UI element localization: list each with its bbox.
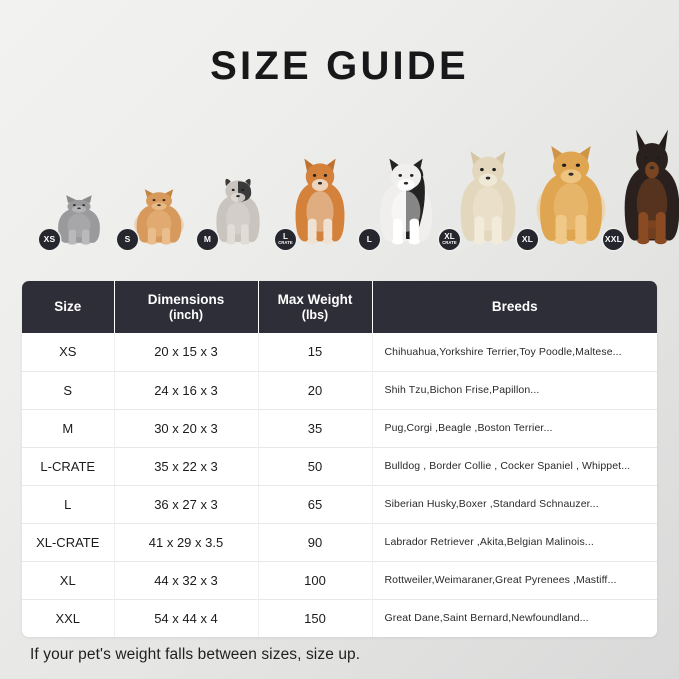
lineup-animal-l: L xyxy=(359,154,442,250)
cell-size: L xyxy=(22,484,114,523)
cell-size: M xyxy=(22,408,114,447)
cell-size: S xyxy=(22,370,114,409)
cell-breeds: Rottweiler,Weimaraner,Great Pyrenees ,Ma… xyxy=(371,560,657,599)
column-header-dimensions-label: Dimensions xyxy=(147,291,225,307)
column-header-dimensions-unit: (inch) xyxy=(168,307,204,322)
size-badge-label: L xyxy=(282,232,289,242)
cell-max-weight: 100 xyxy=(257,560,372,599)
table-row: M 30 x 20 x 3 35 Pug,Corgi ,Beagle ,Boston … xyxy=(22,408,657,447)
size-badge-l-crate: L CRATE xyxy=(275,229,296,250)
cell-max-weight: 90 xyxy=(257,522,372,561)
cell-dimensions: 35 x 22 x 3 xyxy=(113,446,258,485)
dog-labrador-illustration xyxy=(450,141,526,250)
cell-breeds: Chihuahua,Yorkshire Terrier,Toy Poodle,M… xyxy=(371,333,657,371)
table-header-row: Size Dimensions (inch) Max Weight (lbs) … xyxy=(22,281,657,333)
dog-doberman-illustration xyxy=(614,125,679,250)
cell-max-weight: 65 xyxy=(257,484,372,523)
cell-dimensions: 36 x 27 x 3 xyxy=(113,484,258,523)
size-badge-label: XL xyxy=(521,234,534,245)
cell-size: XL-CRATE xyxy=(22,522,114,561)
size-badge-m: M xyxy=(197,229,218,250)
page-title-container: SIZE GUIDE xyxy=(0,44,679,89)
cat-gray-illustration xyxy=(50,189,108,250)
cell-dimensions: 30 x 20 x 3 xyxy=(113,408,258,447)
size-table: Size Dimensions (inch) Max Weight (lbs) … xyxy=(22,281,657,637)
cell-dimensions: 44 x 32 x 3 xyxy=(113,560,258,599)
size-badge-label: S xyxy=(124,234,131,245)
lineup-animal-xxl: XXL xyxy=(603,129,679,250)
lineup-animal-m: M xyxy=(197,174,268,250)
footer-note: If your pet's weight falls between sizes… xyxy=(30,646,361,663)
size-badge-l: L xyxy=(359,229,380,250)
column-header-max-weight-unit: (lbs) xyxy=(301,307,329,322)
size-badge-sublabel: CRATE xyxy=(278,240,293,246)
table-row: S 24 x 16 x 3 20 Shih Tzu,Bichon Frise,Papi… xyxy=(22,370,657,409)
animal-size-lineup: XS S M L CRATE L XL CRATE XL XXL xyxy=(22,120,679,250)
size-badge-xl: XL xyxy=(517,229,538,250)
table-body: XS 20 x 15 x 3 15 Chihuahua,Yorkshire Terri… xyxy=(22,333,657,637)
column-header-dimensions: Dimensions (inch) xyxy=(113,281,258,333)
lineup-animal-s: S xyxy=(117,188,190,250)
table-head: Size Dimensions (inch) Max Weight (lbs) … xyxy=(22,281,657,333)
size-table-card: Size Dimensions (inch) Max Weight (lbs) … xyxy=(22,281,657,637)
cell-max-weight: 15 xyxy=(257,333,372,371)
table-row: XS 20 x 15 x 3 15 Chihuahua,Yorkshire Terri… xyxy=(22,333,657,371)
cell-max-weight: 150 xyxy=(257,598,372,637)
size-badge-xl-crate: XL CRATE xyxy=(439,229,460,250)
column-header-max-weight-label: Max Weight xyxy=(277,291,353,307)
lineup-animal-xs: XS xyxy=(39,194,108,250)
table-row: L 36 x 27 x 3 65 Siberian Husky,Boxer ,Stan… xyxy=(22,484,657,523)
size-badge-label: XS xyxy=(43,234,56,245)
size-badge-label: M xyxy=(203,234,212,245)
dog-shiba-inu-illustration xyxy=(286,149,354,250)
cell-size: L-CRATE xyxy=(22,446,114,485)
cell-breeds: Pug,Corgi ,Beagle ,Boston Terrier... xyxy=(371,408,657,447)
cell-dimensions: 24 x 16 x 3 xyxy=(113,370,258,409)
size-badge-s: S xyxy=(117,229,138,250)
dog-golden-retriever-illustration xyxy=(528,135,614,250)
column-header-size: Size xyxy=(22,281,114,333)
table-row: XXL 54 x 44 x 4 150 Great Dane,Saint Bernar… xyxy=(22,598,657,637)
cell-size: XS xyxy=(22,333,114,371)
cell-max-weight: 50 xyxy=(257,446,372,485)
size-badge-xs: XS xyxy=(39,229,60,250)
dog-pomeranian-illustration xyxy=(128,183,190,250)
column-header-breeds-label: Breeds xyxy=(491,299,538,315)
size-badge-sublabel: CRATE xyxy=(442,240,457,246)
column-header-size-label: Size xyxy=(54,299,82,315)
cell-breeds: Labrador Retriever ,Akita,Belgian Malino… xyxy=(371,522,657,561)
column-header-max-weight: Max Weight (lbs) xyxy=(257,281,372,333)
cell-max-weight: 35 xyxy=(257,408,372,447)
page-title: SIZE GUIDE xyxy=(210,44,469,88)
table-row: XL 44 x 32 x 3 100 Rottweiler,Weimaraner,Gr… xyxy=(22,560,657,599)
size-badge-label: XL xyxy=(444,232,455,242)
table-row: L-CRATE 35 x 22 x 3 50 Bulldog , Border Col… xyxy=(22,446,657,485)
dog-border-collie-illustration xyxy=(370,149,442,250)
dog-french-bulldog-illustration xyxy=(208,169,268,250)
cell-breeds: Great Dane,Saint Bernard,Newfoundland... xyxy=(371,598,657,637)
table-row: XL-CRATE 41 x 29 x 3.5 90 Labrador Retrieve… xyxy=(22,522,657,561)
size-badge-xxl: XXL xyxy=(603,229,624,250)
cell-dimensions: 20 x 15 x 3 xyxy=(113,333,258,371)
cell-breeds: Shih Tzu,Bichon Frise,Papillon... xyxy=(371,370,657,409)
cell-max-weight: 20 xyxy=(257,370,372,409)
lineup-animal-xl-crate: XL CRATE xyxy=(439,146,526,250)
lineup-animal-xl: XL xyxy=(517,140,614,250)
size-badge-label: XXL xyxy=(604,234,623,245)
cell-dimensions: 54 x 44 x 4 xyxy=(113,598,258,637)
cell-size: XXL xyxy=(22,598,114,637)
lineup-animal-l-crate: L CRATE xyxy=(275,154,354,250)
size-badge-label: L xyxy=(366,234,373,245)
cell-size: XL xyxy=(22,560,114,599)
cell-breeds: Siberian Husky,Boxer ,Standard Schnauzer… xyxy=(371,484,657,523)
column-header-breeds: Breeds xyxy=(371,281,657,333)
cell-breeds: Bulldog , Border Collie , Cocker Spaniel… xyxy=(371,446,657,485)
cell-dimensions: 41 x 29 x 3.5 xyxy=(113,522,258,561)
